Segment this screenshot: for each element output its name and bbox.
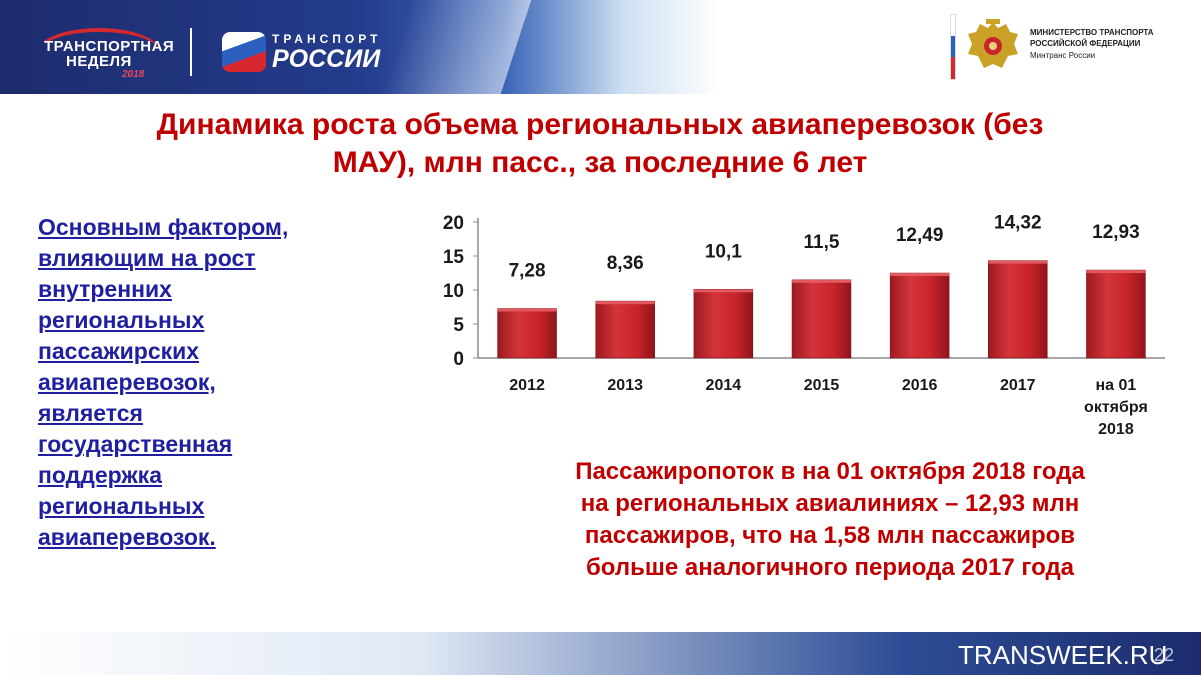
- x-tick-label: 2014: [706, 377, 742, 394]
- logo-swoosh: [38, 28, 160, 76]
- transport-russia-logo: ТРАНСПОРТ РОССИИ: [220, 28, 390, 78]
- slide-title: Динамика роста объема региональных авиап…: [60, 106, 1140, 182]
- bar: [595, 300, 655, 359]
- ministry-short-name: Минтранс России: [1030, 51, 1096, 60]
- key-factor-line: влияющим на рост: [38, 245, 256, 271]
- y-tick-label: 20: [443, 213, 464, 234]
- coat-of-arms-icon: [968, 19, 1018, 68]
- logo-week-year: 2018: [122, 69, 145, 80]
- ministry-name-line2: РОССИЙСКОЙ ФЕДЕРАЦИИ: [1030, 39, 1141, 48]
- x-tick-label-line: на 01: [1096, 377, 1137, 394]
- bar-top-highlight: [890, 273, 950, 277]
- y-tick-label: 10: [443, 281, 464, 302]
- bar-top-highlight: [1086, 270, 1146, 274]
- bar-top-highlight: [497, 308, 557, 312]
- data-label: 12,93: [1092, 222, 1140, 243]
- data-label: 14,32: [994, 213, 1042, 234]
- passenger-flow-caption: Пассажиропоток в на 01 октября 2018 года…: [530, 456, 1130, 584]
- bar-top-highlight: [595, 301, 655, 305]
- chart-labels: 7,28 2012 8,36 2013 10,1 2014 11,5 2015 12,49 201…: [509, 213, 1148, 438]
- x-tick-label: 2013: [607, 377, 643, 394]
- passenger-bar-chart: 0 5 10 15 20 7,28 2012 8,36 2013 10,1 2014 11,5 201…: [443, 213, 1165, 438]
- x-tick-label-line: 2018: [1098, 421, 1134, 438]
- key-factor-line: государственная: [38, 431, 233, 457]
- key-factor-text: Основным фактором, влияющим на рост внут…: [38, 212, 348, 553]
- bar: [988, 260, 1048, 359]
- y-tick-label: 0: [453, 349, 464, 370]
- bar: [889, 272, 950, 359]
- x-tick-label-line: 2012: [509, 377, 545, 394]
- caption-line: больше аналогичного периода 2017 года: [585, 554, 1075, 581]
- key-factor-line: авиаперевозок,: [38, 369, 216, 395]
- x-tick-label: 2015: [804, 377, 840, 394]
- data-label: 12,49: [896, 225, 944, 246]
- key-factor-line: авиаперевозок.: [38, 524, 216, 550]
- logo-transport-bottom: РОССИИ: [272, 45, 381, 73]
- x-tick-label: на 01 октября 2018: [1084, 377, 1148, 438]
- data-label: 10,1: [705, 241, 742, 262]
- bar: [1086, 269, 1146, 359]
- bar-top-highlight: [792, 279, 851, 283]
- bar: [497, 308, 557, 359]
- header-divider: [190, 28, 192, 76]
- x-tick-label-line: 2017: [1000, 377, 1036, 394]
- flag-icon: [222, 32, 266, 72]
- transport-week-logo: ТРАНСПОРТНАЯ НЕДЕЛЯ 2018: [38, 26, 174, 82]
- data-label: 11,5: [804, 232, 840, 253]
- slide-title-line1: Динамика роста объема региональных авиап…: [156, 108, 1044, 141]
- x-tick-label-line: 2015: [804, 377, 840, 394]
- x-tick-label-line: 2013: [607, 377, 643, 394]
- caption-line: на региональных авиалиниях – 12,93 млн: [580, 490, 1080, 517]
- bar-top-highlight: [693, 289, 753, 293]
- footer-band: TRANSWEEK.RU 22: [0, 632, 1201, 675]
- key-factor-line: поддержка: [38, 462, 162, 488]
- key-factor-line: является: [38, 400, 143, 426]
- bar: [693, 289, 754, 359]
- slide-title-line2: МАУ), млн пасс., за последние 6 лет: [332, 146, 868, 179]
- header-light-streak: [372, 0, 538, 94]
- bar: [791, 279, 852, 359]
- logo-week-line2: НЕДЕЛЯ: [66, 53, 132, 70]
- page-number: 22: [1154, 645, 1175, 665]
- y-tick-label: 15: [443, 247, 465, 268]
- x-tick-label-line: 2014: [706, 377, 742, 394]
- x-tick-label: 2017: [1000, 377, 1036, 394]
- chart-bars: [497, 260, 1146, 359]
- ministry-name-line1: МИНИСТЕРСТВО ТРАНСПОРТА: [1030, 28, 1154, 37]
- tricolor-bar: [950, 14, 956, 80]
- caption-line: пассажиров, что на 1,58 млн пассажиров: [584, 522, 1076, 549]
- bar-top-highlight: [988, 260, 1048, 264]
- key-factor-line: региональных: [38, 307, 205, 333]
- ministry-block: МИНИСТЕРСТВО ТРАНСПОРТА РОССИЙСКОЙ ФЕДЕР…: [950, 14, 1190, 80]
- caption-line: Пассажиропоток в на 01 октября 2018 года: [575, 458, 1085, 485]
- key-factor-line: пассажирских: [38, 338, 200, 364]
- key-factor-line: Основным фактором,: [38, 214, 289, 240]
- x-tick-label: 2012: [509, 377, 545, 394]
- chart-axes: 0 5 10 15 20: [443, 213, 1165, 370]
- x-tick-label: 2016: [902, 377, 938, 394]
- logo-transport-top: ТРАНСПОРТ: [272, 32, 382, 46]
- data-label: 7,28: [509, 260, 546, 281]
- y-tick-label: 5: [453, 315, 464, 336]
- key-factor-line: региональных: [38, 493, 205, 519]
- data-label: 8,36: [607, 253, 644, 274]
- header-band: ТРАНСПОРТНАЯ НЕДЕЛЯ 2018 ТРАНСПОРТ РОССИ…: [0, 0, 1201, 94]
- x-tick-label-line: 2016: [902, 377, 938, 394]
- logo-week-line1: ТРАНСПОРТНАЯ: [44, 38, 175, 55]
- x-tick-label-line: октября: [1084, 399, 1148, 416]
- key-factor-line: внутренних: [38, 276, 172, 302]
- site-url: TRANSWEEK.RU: [958, 640, 1168, 670]
